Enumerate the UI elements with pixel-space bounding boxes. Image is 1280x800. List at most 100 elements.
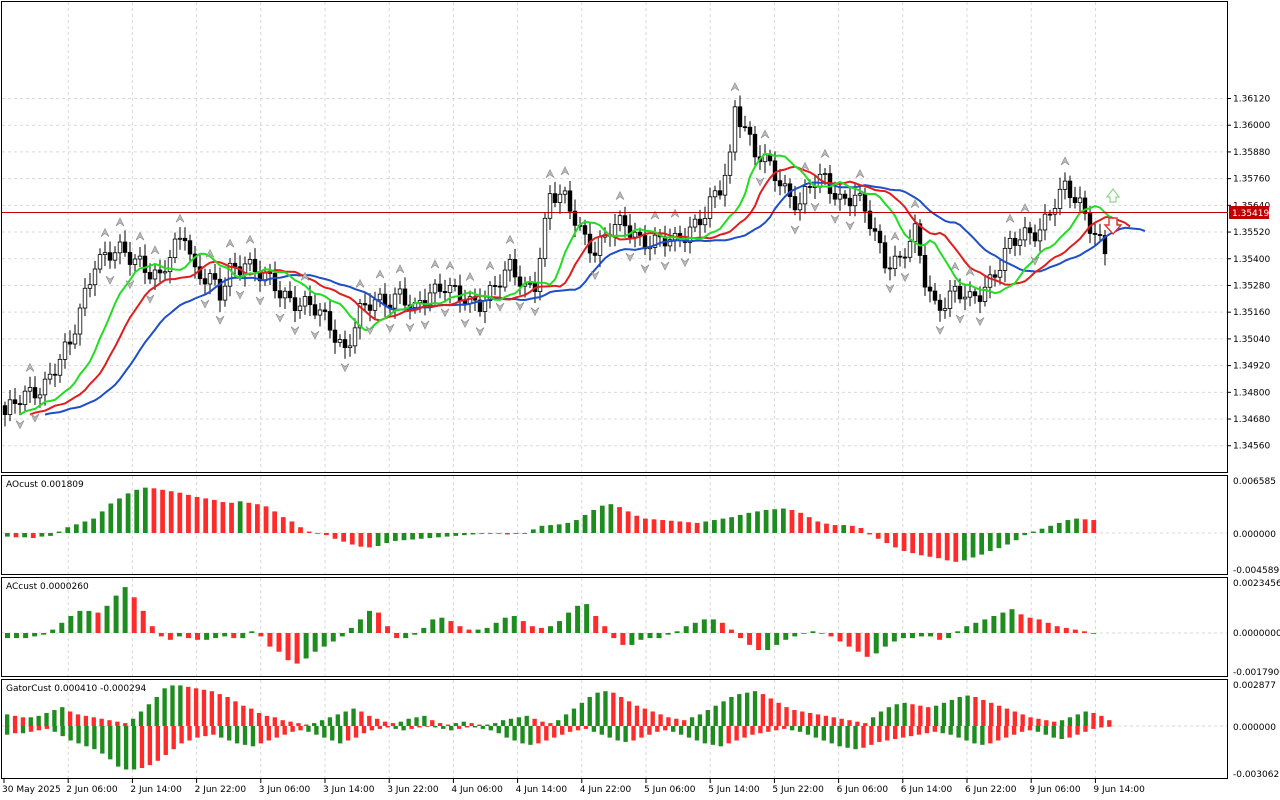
ac-bar xyxy=(502,617,508,633)
ao-bar xyxy=(1065,520,1071,533)
gator-lower-bar xyxy=(52,726,57,732)
ac-bar xyxy=(982,619,988,633)
ao-bar xyxy=(237,501,243,533)
ac-bar xyxy=(900,633,906,639)
time-tick-label: 9 Jun 06:00 xyxy=(1029,785,1081,795)
fractal-arrow-icon xyxy=(200,299,210,309)
time-tick-label: 5 Jun 14:00 xyxy=(708,785,760,795)
bear-candle xyxy=(127,251,133,265)
bear-candle xyxy=(322,309,328,312)
ao-panel[interactable] xyxy=(1,475,1228,575)
gator-upper-bar xyxy=(949,699,955,726)
gator-upper-bar xyxy=(115,721,120,726)
bear-candle xyxy=(897,255,903,258)
bear-candle xyxy=(747,126,753,135)
ac-bar xyxy=(891,633,897,642)
gator-axis-top: 0.002877 xyxy=(1233,681,1276,691)
bull-candle xyxy=(152,269,158,280)
bull-candle xyxy=(482,300,488,312)
bear-candle xyxy=(637,231,643,236)
ao-bar xyxy=(1013,533,1019,541)
bull-candle xyxy=(952,285,958,292)
teeth-line xyxy=(29,165,1131,416)
fractal-arrow-icon xyxy=(440,308,450,318)
ao-bar xyxy=(720,518,726,533)
bull-candle xyxy=(112,252,118,261)
bear-candle xyxy=(272,272,278,292)
ao-bar xyxy=(530,529,536,533)
ac-bar xyxy=(140,610,146,633)
time-tick-label: 3 Jun 06:00 xyxy=(259,785,311,795)
ac-bar xyxy=(484,627,490,633)
gator-lower-bar xyxy=(1107,726,1112,727)
gator-lower-bar xyxy=(1075,726,1080,735)
gator-upper-bar xyxy=(941,702,947,726)
fractal-arrow-icon xyxy=(1005,213,1015,223)
bull-candle xyxy=(987,274,993,288)
gator-lower-bar xyxy=(464,726,470,728)
ao-bar xyxy=(289,521,295,533)
gator-lower-bar xyxy=(583,726,589,729)
time-tick-label: 4 Jun 06:00 xyxy=(451,785,503,795)
bull-candle xyxy=(227,262,233,287)
gator-upper-bar xyxy=(335,714,340,726)
gator-upper-bar xyxy=(186,686,191,726)
ao-bar xyxy=(186,494,191,533)
gator-lower-bar xyxy=(314,726,319,735)
bull-candle xyxy=(357,303,363,329)
gator-upper-bar xyxy=(390,723,396,726)
gator-lower-bar xyxy=(686,726,692,738)
gator-upper-bar xyxy=(1099,715,1104,726)
gator-upper-bar xyxy=(12,715,18,726)
ao-bar xyxy=(574,520,579,533)
ac-bar xyxy=(448,621,454,633)
ao-bar xyxy=(505,533,510,535)
bull-candle xyxy=(702,218,708,226)
gator-lower-bar xyxy=(528,726,533,745)
gator-upper-bar xyxy=(398,721,403,726)
gator-axis-zero: 0.000000 xyxy=(1233,723,1276,733)
gator-upper-bar xyxy=(760,694,766,726)
gator-lower-bar xyxy=(433,726,438,728)
gator-lower-bar xyxy=(211,726,216,735)
gator-upper-bar xyxy=(1083,711,1088,726)
time-tick-label: 30 May 2025 xyxy=(2,785,61,795)
bull-candle xyxy=(617,215,623,225)
ac-bar xyxy=(240,633,246,639)
bear-candle xyxy=(292,297,298,312)
ac-bar xyxy=(584,604,590,633)
ac-bar xyxy=(665,633,671,635)
bear-candle xyxy=(287,290,293,299)
ac-bar xyxy=(909,633,915,639)
ac-axis-top: 0.0023456 xyxy=(1233,579,1280,589)
ao-bar xyxy=(832,525,838,533)
ac-bar xyxy=(692,622,698,633)
gator-upper-bar xyxy=(682,720,687,726)
time-tick-label: 6 Jun 06:00 xyxy=(837,785,889,795)
ac-bar xyxy=(312,633,318,652)
bear-candle xyxy=(492,285,498,287)
gator-upper-bar xyxy=(241,705,246,726)
gator-lower-bar xyxy=(441,726,446,729)
fractal-arrow-icon xyxy=(810,203,820,212)
ao-bar xyxy=(108,503,114,533)
bull-candle xyxy=(722,174,728,196)
ao-bar xyxy=(151,488,157,533)
gator-lower-bar xyxy=(845,726,850,748)
ac-panel[interactable] xyxy=(1,577,1228,677)
ao-bar xyxy=(13,533,19,538)
bull-candle xyxy=(172,238,178,258)
ac-bar xyxy=(321,633,327,647)
ac-bar xyxy=(1009,609,1015,633)
fractal-arrow-icon xyxy=(530,307,540,317)
bear-candle xyxy=(992,274,998,278)
ac-bar xyxy=(285,633,291,661)
fractal-arrow-icon xyxy=(900,273,910,283)
bear-candle xyxy=(67,341,73,345)
bull-candle xyxy=(692,218,698,228)
gator-upper-bar xyxy=(304,724,309,726)
bull-candle xyxy=(982,286,988,302)
fractal-arrow-icon xyxy=(890,231,900,241)
bear-candle xyxy=(567,190,573,212)
